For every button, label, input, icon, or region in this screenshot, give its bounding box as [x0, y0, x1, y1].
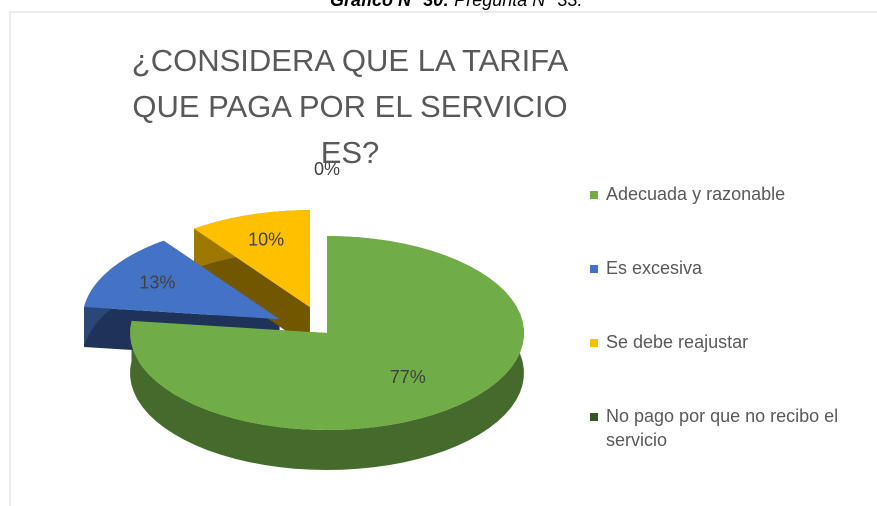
data-label: 13%: [139, 272, 175, 292]
slice: [194, 210, 310, 308]
chart-frame: [9, 11, 877, 506]
caption: Gráfico N° 30: Pregunta N° 33.: [330, 0, 583, 11]
legend: Adecuada y razonable Es excesiva Se debe r…: [590, 182, 870, 478]
legend-item: Adecuada y razonable: [590, 182, 870, 256]
legend-swatch: [590, 339, 598, 347]
legend-label: Adecuada y razonable: [606, 184, 786, 204]
data-label: 77%: [390, 367, 426, 387]
legend-item: Es excesiva: [590, 256, 870, 330]
slice: [130, 236, 524, 430]
legend-label: Es excesiva: [606, 258, 703, 278]
legend-swatch: [590, 265, 598, 273]
data-label: 10%: [248, 229, 284, 249]
legend-label: No pago por que no recibo el servicio: [606, 406, 839, 450]
legend-item: No pago por que no recibo el servicio: [590, 404, 870, 478]
caption-label: Gráfico N° 30:: [330, 0, 450, 10]
legend-item: Se debe reajustar: [590, 330, 870, 404]
data-label: 0%: [314, 159, 340, 179]
legend-label: Se debe reajustar: [606, 332, 749, 352]
legend-swatch: [590, 413, 598, 421]
chart-title: ¿CONSIDERA QUE LA TARIFA QUE PAGA POR EL…: [131, 43, 569, 170]
legend-swatch: [590, 191, 598, 199]
slice: [84, 240, 280, 320]
caption-text: Pregunta N° 33.: [454, 0, 583, 10]
